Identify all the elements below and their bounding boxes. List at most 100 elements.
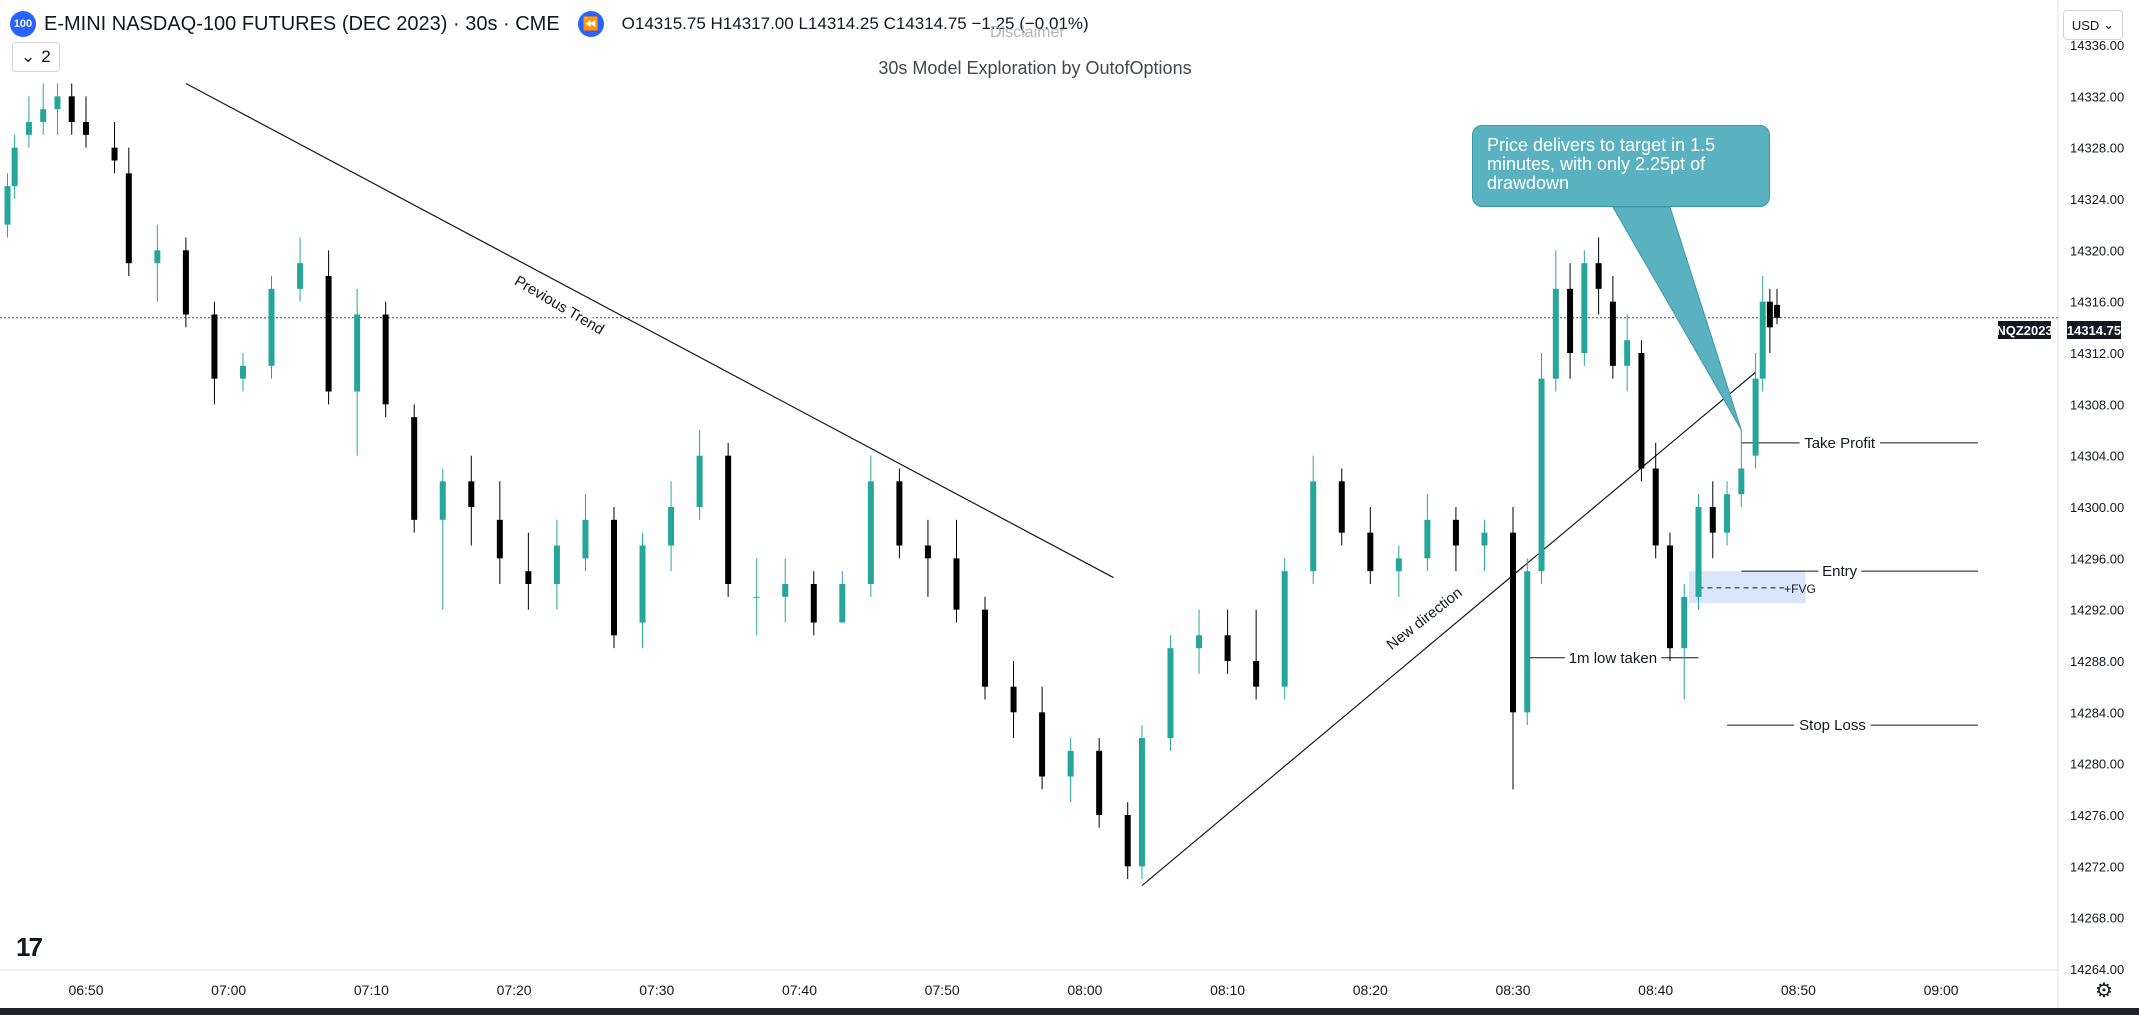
price-axis-label: 14308.00 bbox=[2070, 397, 2124, 412]
chevron-down-icon: ⌄ bbox=[2103, 17, 2115, 32]
candle-body bbox=[325, 275, 332, 392]
candle-body bbox=[1367, 532, 1374, 572]
candle-body bbox=[1424, 519, 1431, 559]
candle-body bbox=[182, 250, 189, 315]
previous-trend-line[interactable] bbox=[185, 82, 1114, 579]
time-axis-label: 08:50 bbox=[1781, 982, 1816, 998]
chart-header: 100 E-MINI NASDAQ-100 FUTURES (DEC 2023)… bbox=[10, 10, 1089, 38]
candle-body bbox=[1395, 558, 1402, 572]
candle-body bbox=[496, 519, 503, 559]
chevron-down-icon: ⌄ bbox=[21, 47, 36, 66]
price-axis-label: 14320.00 bbox=[2070, 243, 2124, 258]
candle-body bbox=[1567, 288, 1574, 353]
fvg-box[interactable] bbox=[1688, 571, 1806, 604]
candle-body bbox=[1695, 506, 1702, 597]
candle-body bbox=[54, 96, 61, 110]
time-axis-label: 08:20 bbox=[1353, 982, 1388, 998]
candle-body bbox=[439, 481, 446, 520]
candle-body bbox=[1709, 506, 1716, 533]
time-axis-label: 08:30 bbox=[1495, 982, 1530, 998]
candle-body bbox=[753, 596, 760, 598]
currency-selector[interactable]: USD ⌄ bbox=[2063, 10, 2123, 40]
symbol-logo-icon[interactable]: 100 bbox=[10, 11, 36, 37]
candle-body bbox=[4, 186, 11, 225]
candle-body bbox=[211, 314, 218, 379]
price-axis-label: 14264.00 bbox=[2070, 962, 2124, 977]
take-profit-label: Take Profit bbox=[1804, 435, 1876, 452]
low-taken-label: 1m low taken bbox=[1569, 650, 1657, 667]
interval-toggle-button[interactable]: ⌄ 2 bbox=[12, 42, 60, 72]
entry-label: Entry bbox=[1822, 563, 1858, 580]
candle-body bbox=[839, 583, 846, 623]
candle-body bbox=[782, 583, 789, 597]
new-direction-line[interactable] bbox=[1141, 371, 1756, 887]
candle-body bbox=[1666, 545, 1673, 649]
candle-body bbox=[553, 545, 560, 584]
ohlc-open: O14315.75 bbox=[621, 14, 706, 33]
callout-box[interactable]: Price delivers to target in 1.5 minutes,… bbox=[1472, 125, 1770, 207]
price-axis-label: 14312.00 bbox=[2070, 346, 2124, 361]
price-current-tag: 14314.75 bbox=[2066, 321, 2122, 339]
candle-body bbox=[1724, 494, 1731, 533]
candle-body bbox=[668, 506, 675, 546]
disclaimer-link[interactable]: Disclaimer bbox=[990, 24, 1065, 41]
candle-body bbox=[1609, 301, 1616, 366]
candle-body bbox=[639, 545, 646, 623]
candle-body bbox=[1752, 378, 1759, 456]
price-axis-label: 14272.00 bbox=[2070, 859, 2124, 874]
time-axis-label: 08:40 bbox=[1638, 982, 1673, 998]
callout-pointer bbox=[1612, 206, 1742, 431]
candle-body bbox=[1766, 301, 1773, 328]
price-axis-label: 14336.00 bbox=[2070, 38, 2124, 53]
tradingview-logo-icon[interactable]: 17 bbox=[16, 932, 43, 962]
time-axis-label: 07:10 bbox=[354, 982, 389, 998]
candle-body bbox=[411, 417, 418, 520]
time-axis-label: 07:00 bbox=[211, 982, 246, 998]
candle-body bbox=[125, 173, 132, 264]
price-axis-label: 14332.00 bbox=[2070, 89, 2124, 104]
replay-icon[interactable]: ⏪ bbox=[577, 11, 604, 37]
fvg-label: +FVG bbox=[1784, 582, 1816, 596]
candle-body bbox=[1681, 596, 1688, 649]
price-symbol-tag: NQZ2023 bbox=[1996, 321, 2053, 339]
bottom-toolbar bbox=[0, 1008, 2139, 1015]
candle-body bbox=[1638, 352, 1645, 469]
candle-body bbox=[354, 314, 361, 392]
price-axis-label: 14304.00 bbox=[2070, 449, 2124, 464]
candle-body bbox=[896, 481, 903, 546]
candle-body bbox=[1524, 571, 1531, 713]
candle-body bbox=[1624, 340, 1631, 366]
candle-body bbox=[1538, 378, 1545, 572]
price-axis-label: 14300.00 bbox=[2070, 500, 2124, 515]
candle-body bbox=[468, 481, 475, 507]
gear-icon[interactable]: ⚙ bbox=[2095, 979, 2113, 1002]
candle-body bbox=[1310, 481, 1317, 572]
price-axis-label: 14324.00 bbox=[2070, 192, 2124, 207]
candle-body bbox=[382, 314, 389, 405]
candle-body bbox=[1581, 263, 1588, 353]
price-axis-label: 14276.00 bbox=[2070, 808, 2124, 823]
candle-body bbox=[1773, 304, 1780, 318]
time-axis-label: 07:20 bbox=[497, 982, 532, 998]
time-axis-label: 08:10 bbox=[1210, 982, 1245, 998]
symbol-title[interactable]: E-MINI NASDAQ-100 FUTURES (DEC 2023) · 3… bbox=[44, 12, 560, 35]
time-axis-label: 09:00 bbox=[1924, 982, 1959, 998]
candle-body bbox=[525, 571, 532, 584]
candle-body bbox=[297, 263, 304, 289]
candle-body bbox=[1253, 660, 1260, 687]
price-axis-label: 14328.00 bbox=[2070, 141, 2124, 156]
candle-body bbox=[68, 96, 75, 122]
price-axis-label: 14284.00 bbox=[2070, 705, 2124, 720]
candle-body bbox=[725, 455, 732, 584]
candle-body bbox=[1338, 481, 1345, 533]
stop-loss-label: Stop Loss bbox=[1799, 717, 1866, 734]
candle-body bbox=[1138, 737, 1145, 867]
candle-body bbox=[982, 609, 989, 687]
price-axis-label: 14288.00 bbox=[2070, 654, 2124, 669]
price-axis-label: 14280.00 bbox=[2070, 757, 2124, 772]
time-axis-label: 08:00 bbox=[1067, 982, 1102, 998]
candle-body bbox=[1452, 519, 1459, 546]
candle-body bbox=[953, 558, 960, 610]
candle-body bbox=[111, 147, 118, 161]
